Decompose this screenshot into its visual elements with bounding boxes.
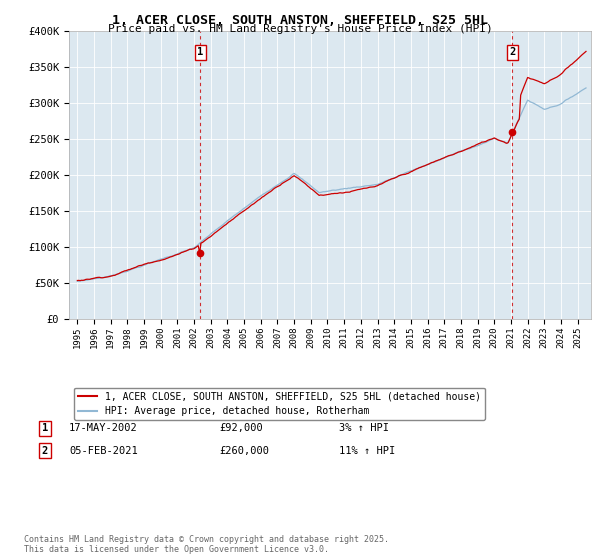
Text: Price paid vs. HM Land Registry's House Price Index (HPI): Price paid vs. HM Land Registry's House … bbox=[107, 24, 493, 34]
Text: £92,000: £92,000 bbox=[219, 423, 263, 433]
Legend: 1, ACER CLOSE, SOUTH ANSTON, SHEFFIELD, S25 5HL (detached house), HPI: Average p: 1, ACER CLOSE, SOUTH ANSTON, SHEFFIELD, … bbox=[74, 388, 485, 420]
Text: 11% ↑ HPI: 11% ↑ HPI bbox=[339, 446, 395, 456]
Text: 2: 2 bbox=[42, 446, 48, 456]
Text: 3% ↑ HPI: 3% ↑ HPI bbox=[339, 423, 389, 433]
Text: 1: 1 bbox=[197, 48, 203, 58]
Text: 2: 2 bbox=[509, 48, 515, 58]
Text: 05-FEB-2021: 05-FEB-2021 bbox=[69, 446, 138, 456]
Text: 1, ACER CLOSE, SOUTH ANSTON, SHEFFIELD, S25 5HL: 1, ACER CLOSE, SOUTH ANSTON, SHEFFIELD, … bbox=[112, 14, 488, 27]
Text: Contains HM Land Registry data © Crown copyright and database right 2025.
This d: Contains HM Land Registry data © Crown c… bbox=[24, 535, 389, 554]
Text: 17-MAY-2002: 17-MAY-2002 bbox=[69, 423, 138, 433]
Text: 1: 1 bbox=[42, 423, 48, 433]
Text: £260,000: £260,000 bbox=[219, 446, 269, 456]
